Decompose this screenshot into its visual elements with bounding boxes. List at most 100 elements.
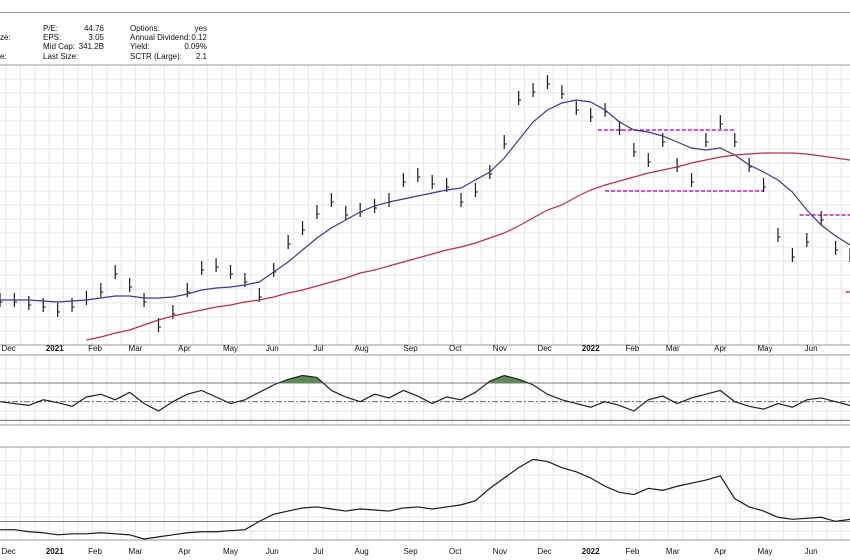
x-tick-label: Apr xyxy=(714,344,727,353)
price-bar xyxy=(690,173,695,187)
x-tick-label: Mar xyxy=(129,344,143,353)
x-tick-label: Mar xyxy=(666,344,680,353)
price-bar xyxy=(71,298,75,312)
x-tick-label: May xyxy=(757,547,772,556)
field-label: e: xyxy=(0,52,7,61)
field-value: 0.12 xyxy=(191,33,207,42)
price-bar xyxy=(215,258,219,272)
field-value: 3.05 xyxy=(88,33,104,42)
price-bar xyxy=(316,205,320,219)
price-bar xyxy=(734,133,738,147)
price-bar xyxy=(633,143,637,157)
x-tick-label: Feb xyxy=(626,344,640,353)
field-label: SCTR (Large): xyxy=(130,52,182,61)
x-tick-label: Feb xyxy=(626,547,640,556)
field-label: Annual Dividend: xyxy=(130,33,190,42)
price-bar xyxy=(345,206,349,220)
price-bar xyxy=(546,75,550,89)
price-bar xyxy=(503,135,507,149)
x-tick-label: Oct xyxy=(449,344,462,353)
price-bar xyxy=(431,175,435,189)
price-bar xyxy=(201,261,205,275)
field-label: Last Size: xyxy=(43,52,78,61)
field-value: yes xyxy=(195,24,207,33)
field-value: 44.76 xyxy=(84,24,105,33)
series-line xyxy=(0,458,850,540)
x-tick-label: 2022 xyxy=(582,547,600,556)
price-bar xyxy=(287,235,291,249)
x-tick-label: Apr xyxy=(178,344,191,353)
price-bar xyxy=(662,133,666,147)
x-tick-label: 2021 xyxy=(46,547,64,556)
field-value: 2.1 xyxy=(196,52,208,61)
price-bar xyxy=(0,293,3,307)
series-line xyxy=(0,374,850,412)
price-bar xyxy=(705,133,709,147)
x-tick-label: Jun xyxy=(266,344,279,353)
price-bar xyxy=(791,248,795,262)
x-tick-label: Apr xyxy=(178,547,191,556)
x-tick-label: May xyxy=(223,344,238,353)
price-bar xyxy=(518,91,522,105)
field-value: 341.2B xyxy=(79,42,104,51)
field-label: P/E: xyxy=(43,24,58,33)
x-tick-label: Aug xyxy=(354,547,368,556)
price-bar xyxy=(575,101,579,115)
x-tick-label: Dec xyxy=(2,547,16,556)
x-tick-label: May xyxy=(223,547,238,556)
x-tick-label: Jun xyxy=(805,344,818,353)
price-bar xyxy=(762,178,767,192)
field-label: ze: xyxy=(0,33,11,42)
price-bar xyxy=(647,153,651,167)
field-label: EPS: xyxy=(43,33,61,42)
series-line xyxy=(86,152,850,341)
x-tick-label: May xyxy=(757,344,772,353)
x-tick-label: Sep xyxy=(403,344,418,353)
x-tick-label: Sep xyxy=(403,547,418,556)
x-tick-label: Oct xyxy=(449,547,462,556)
price-bar xyxy=(618,121,622,135)
price-bar xyxy=(301,221,306,235)
price-bar xyxy=(186,283,190,297)
price-bar xyxy=(719,115,723,129)
price-bar xyxy=(777,228,781,242)
x-tick-label: Feb xyxy=(88,547,102,556)
price-bar xyxy=(474,183,478,197)
price-bar xyxy=(172,305,176,319)
price-bar xyxy=(28,296,32,310)
x-tick-label: Dec xyxy=(2,344,16,353)
field-label: Mid Cap: xyxy=(43,42,75,51)
price-bar xyxy=(820,211,824,225)
x-tick-label: Jun xyxy=(266,547,279,556)
price-bar xyxy=(42,298,46,312)
x-tick-label: Jul xyxy=(313,547,323,556)
price-bar xyxy=(129,278,133,292)
field-label: Yield: xyxy=(130,42,150,51)
price-bar xyxy=(561,85,565,99)
x-tick-label: Feb xyxy=(88,344,102,353)
price-bar xyxy=(330,193,334,207)
x-tick-label: 2022 xyxy=(582,344,600,353)
x-tick-label: Jun xyxy=(805,547,818,556)
price-bar xyxy=(114,265,118,279)
x-tick-label: Dec xyxy=(537,547,551,556)
price-bar xyxy=(100,283,104,297)
x-tick-label: 2021 xyxy=(46,344,64,353)
x-tick-label: Nov xyxy=(493,547,507,556)
price-bar xyxy=(590,108,594,122)
price-bar xyxy=(57,303,61,317)
x-tick-label: Aug xyxy=(354,344,368,353)
field-label: Options: xyxy=(130,24,160,33)
x-tick-label: Jul xyxy=(313,344,323,353)
field-value: 0.09% xyxy=(184,42,207,51)
price-bar xyxy=(532,83,536,97)
price-bar xyxy=(834,241,839,255)
price-bar xyxy=(143,293,147,307)
price-bar xyxy=(806,233,810,247)
price-bar xyxy=(402,173,406,187)
x-tick-label: Apr xyxy=(714,547,727,556)
price-bar xyxy=(229,265,234,279)
x-tick-label: Dec xyxy=(537,344,551,353)
x-tick-label: Mar xyxy=(666,547,680,556)
